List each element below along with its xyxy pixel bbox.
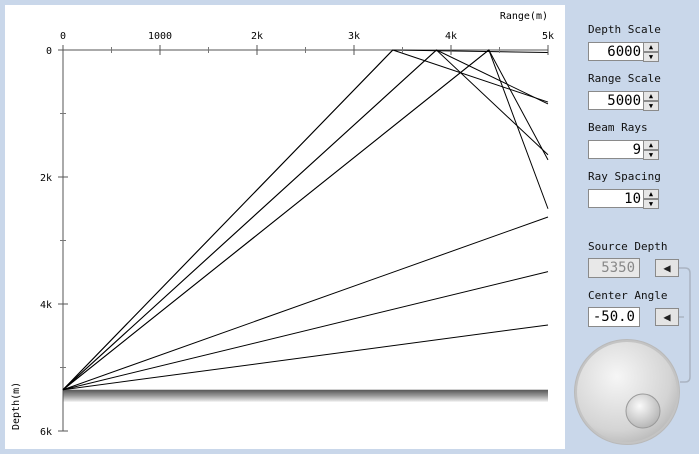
x-tick-label: 4k: [445, 31, 457, 42]
range-scale-value[interactable]: 5000: [588, 91, 644, 110]
ray-spacing-value[interactable]: 10: [588, 189, 644, 208]
ray-path: [62, 271, 549, 391]
ray-path: [62, 324, 549, 391]
x-tick-label: 5k: [542, 31, 554, 42]
ray-spacing-up-icon[interactable]: ▲: [643, 189, 659, 199]
beam-rays-down-icon[interactable]: ▼: [643, 150, 659, 160]
y-tick-label: 4k: [40, 300, 52, 311]
x-tick-label: 0: [60, 31, 66, 42]
ray-spacing-down-icon[interactable]: ▼: [643, 199, 659, 209]
x-tick-label: 1000: [148, 31, 172, 42]
range-scale-up-icon[interactable]: ▲: [643, 91, 659, 101]
depth-scale-up-icon[interactable]: ▲: [643, 42, 659, 52]
y-tick-label: 6k: [40, 427, 52, 438]
y-tick-label: 2k: [40, 173, 52, 184]
depth-axis-label: Depth(m): [11, 382, 22, 430]
ray-plot-panel: 0 1000 2k 3k 4k 5k 0 2k 4k 6k Range(m) Depth(m): [5, 5, 565, 449]
angle-knob[interactable]: [570, 0, 699, 454]
range-axis-label: Range(m): [500, 11, 548, 22]
depth-scale-spinner[interactable]: 6000 ▲ ▼: [588, 42, 660, 63]
center-angle-label: Center Angle: [588, 289, 668, 302]
control-panel: Depth Scale 6000 ▲ ▼ Range Scale 5000 ▲ …: [570, 0, 699, 454]
beam-rays-up-icon[interactable]: ▲: [643, 140, 659, 150]
range-scale-spinner[interactable]: 5000 ▲ ▼: [588, 91, 660, 112]
depth-scale-down-icon[interactable]: ▼: [643, 52, 659, 62]
seabed-band: [63, 389, 548, 402]
x-tick-label: 2k: [251, 31, 263, 42]
range-scale-label: Range Scale: [588, 72, 661, 85]
x-tick-label: 3k: [348, 31, 360, 42]
ray-path: [62, 49, 549, 391]
ray-path: [62, 49, 549, 391]
depth-scale-value[interactable]: 6000: [588, 42, 644, 61]
ray-path: [62, 216, 549, 391]
source-depth-label: Source Depth: [588, 240, 668, 253]
range-scale-down-icon[interactable]: ▼: [643, 101, 659, 111]
ray-plot: 0 1000 2k 3k 4k 5k 0 2k 4k 6k Range(m) Depth(m): [11, 11, 554, 438]
ray-spacing-label: Ray Spacing: [588, 170, 661, 183]
center-angle-field[interactable]: -50.0: [588, 307, 640, 327]
ray-path: [62, 49, 549, 391]
depth-scale-label: Depth Scale: [588, 23, 661, 36]
knob-grip-icon[interactable]: [625, 393, 661, 429]
ray-path: [62, 49, 549, 391]
source-depth-link-button[interactable]: ◀: [655, 259, 679, 277]
ray-spacing-spinner[interactable]: 10 ▲ ▼: [588, 189, 660, 210]
beam-rays-spinner[interactable]: 9 ▲ ▼: [588, 140, 660, 161]
beam-rays-label: Beam Rays: [588, 121, 648, 134]
y-tick-label: 0: [46, 46, 52, 57]
center-angle-link-button[interactable]: ◀: [655, 308, 679, 326]
ray-path: [62, 49, 549, 391]
source-depth-field: 5350: [588, 258, 640, 278]
ray-path: [62, 49, 549, 391]
